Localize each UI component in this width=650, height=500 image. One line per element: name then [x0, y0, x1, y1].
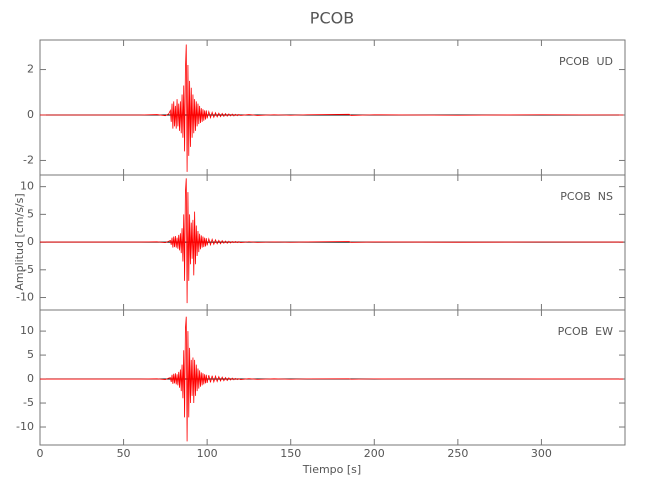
y-tick-label: 0 [27, 372, 34, 385]
x-tick-label: 50 [117, 447, 131, 460]
waveform [40, 44, 624, 172]
y-tick-label: -10 [16, 291, 34, 304]
x-tick-label: 300 [531, 447, 552, 460]
y-axis-label: Amplitud [cm/s/s] [13, 193, 26, 290]
y-tick-label: 2 [27, 63, 34, 76]
y-tick-label: -10 [16, 420, 34, 433]
panel-frame [39, 309, 626, 446]
trace-label: PCOB EW [558, 325, 613, 338]
x-tick-label: 0 [37, 447, 44, 460]
x-tick-label: 200 [364, 447, 385, 460]
y-tick-label: 10 [20, 324, 34, 337]
y-tick-label: 5 [27, 348, 34, 361]
chart-title: PCOB [310, 9, 354, 28]
x-axis-label: Tiempo [s] [302, 463, 361, 476]
y-tick-label: 10 [20, 180, 34, 193]
x-tick-label: 100 [197, 447, 218, 460]
y-tick-label: 0 [27, 235, 34, 248]
x-tick-label: 150 [280, 447, 301, 460]
y-tick-label: -5 [23, 263, 34, 276]
y-tick-label: -5 [23, 396, 34, 409]
trace-label: PCOB UD [559, 55, 613, 68]
y-tick-label: 5 [27, 207, 34, 220]
panel-frame [39, 39, 626, 176]
x-tick-label: 250 [447, 447, 468, 460]
waveform [40, 178, 624, 304]
y-tick-label: -2 [23, 153, 34, 166]
trace-label: PCOB NS [560, 190, 613, 203]
y-tick-label: 0 [27, 108, 34, 121]
waveform [40, 316, 624, 442]
